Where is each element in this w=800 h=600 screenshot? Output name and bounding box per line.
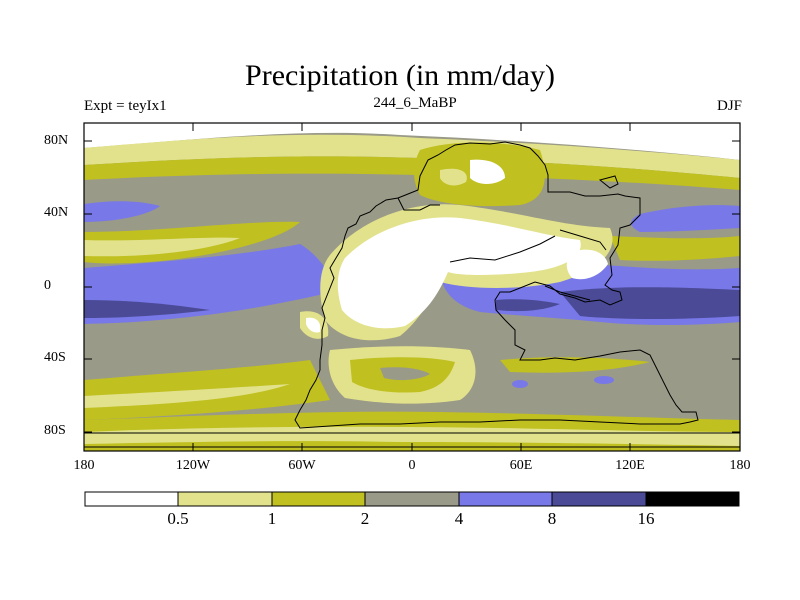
age-label: 244_6_MaBP <box>373 95 457 111</box>
lon-label-180w: 180 <box>73 458 95 473</box>
lon-label-60w: 60W <box>288 458 316 473</box>
precipitation-field <box>84 123 740 451</box>
colorbar-bin-5 <box>551 491 647 507</box>
colorbar-label-8: 8 <box>547 509 557 528</box>
season-label: DJF <box>716 98 742 114</box>
colorbar-bin-3 <box>364 491 460 507</box>
lon-label-60e: 60E <box>509 458 533 473</box>
colorbar-bin-4 <box>458 491 553 507</box>
colorbar-bin-2 <box>271 491 366 507</box>
experiment-label: Expt = teyIx1 <box>84 98 167 114</box>
lat-label-40n: 40N <box>44 205 69 220</box>
colorbar-bin-0 <box>84 491 179 507</box>
lon-label-120w: 120W <box>175 458 211 473</box>
colorbar-label-2: 2 <box>360 509 370 528</box>
colorbar-bin-6 <box>645 491 740 507</box>
lon-label-180e: 180 <box>729 458 751 473</box>
colorbar-label-0-5: 0.5 <box>167 509 189 528</box>
axis-ticks <box>83 123 741 451</box>
colorbar <box>84 491 740 507</box>
colorbar-label-16: 16 <box>637 509 655 528</box>
map-title: Precipitation (in mm/day) <box>245 59 555 92</box>
colorbar-bin-1 <box>177 491 273 507</box>
colorbar-label-4: 4 <box>454 509 464 528</box>
lon-label-0: 0 <box>408 458 416 473</box>
lat-label-40s: 40S <box>44 350 66 365</box>
lat-label-80n: 80N <box>44 133 69 148</box>
colorbar-label-1: 1 <box>267 509 277 528</box>
lat-label-80s: 80S <box>44 423 66 438</box>
lon-label-120e: 120E <box>615 458 645 473</box>
lat-label-0: 0 <box>44 278 51 293</box>
